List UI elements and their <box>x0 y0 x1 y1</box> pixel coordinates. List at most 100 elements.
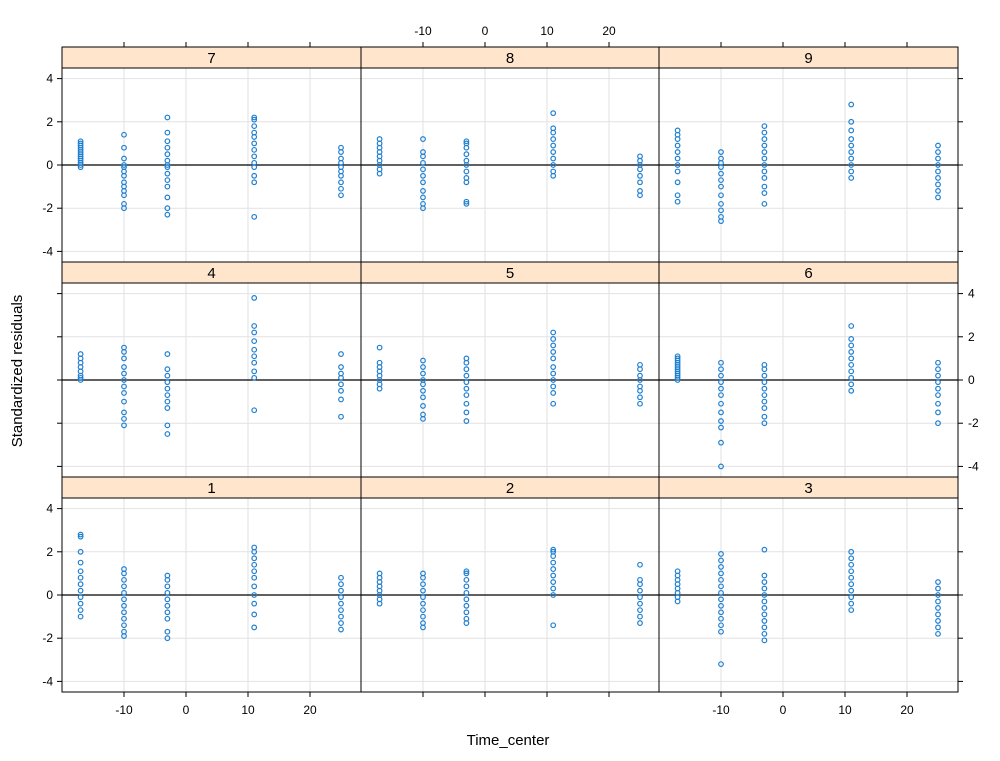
residual-point <box>550 572 557 579</box>
residual-point <box>420 607 426 614</box>
residual-point <box>77 568 84 575</box>
residual-point <box>251 407 258 414</box>
residual-point <box>376 359 383 366</box>
residual-point <box>637 153 643 160</box>
residual-point <box>761 129 768 136</box>
residual-point <box>463 609 470 616</box>
residual-point <box>718 564 724 570</box>
residual-point <box>637 394 643 401</box>
residual-point <box>848 381 855 388</box>
residual-point <box>550 592 557 598</box>
residual-point <box>718 400 724 407</box>
residual-point <box>550 585 557 592</box>
residual-point <box>637 179 643 186</box>
residual-point <box>848 118 855 125</box>
residual-point <box>848 349 855 355</box>
axes-layer: -10 0 10 20-10 0 10 20-10 0 10 20-4-2024-4-2024-4… <box>42 24 979 717</box>
residual-point <box>121 162 127 168</box>
residual-point <box>376 344 383 351</box>
residual-point <box>718 615 724 622</box>
residual-point <box>848 162 855 168</box>
strip-label: 4 <box>207 265 215 282</box>
residual-point <box>761 624 768 631</box>
residual-point <box>761 630 768 637</box>
residual-point <box>420 394 426 401</box>
residual-point <box>935 175 941 181</box>
residual-point <box>164 114 171 121</box>
residual-point <box>164 609 171 616</box>
residual-point <box>251 153 258 160</box>
residual-point <box>674 155 681 162</box>
residual-point <box>251 129 258 136</box>
residual-point <box>420 570 426 577</box>
residual-point <box>718 366 724 373</box>
residual-point <box>761 372 768 379</box>
residual-point <box>338 396 344 403</box>
residual-point <box>935 624 941 631</box>
y-tick-label-left: 4 <box>46 72 53 86</box>
residual-point <box>550 622 557 629</box>
residual-point <box>550 377 557 383</box>
residual-point <box>420 136 426 142</box>
residual-point <box>420 149 426 155</box>
x-tick-label-top: 20 <box>602 24 616 38</box>
y-tick-label-left: 0 <box>46 158 53 172</box>
residual-point <box>376 136 383 142</box>
strip-label: 9 <box>804 50 812 67</box>
residual-point <box>550 370 557 377</box>
residual-point <box>121 628 127 635</box>
residual-point <box>121 422 127 429</box>
residual-point <box>121 377 127 383</box>
residual-point <box>121 398 127 405</box>
residual-point <box>164 372 171 379</box>
residual-point <box>338 613 344 620</box>
residual-point <box>420 581 426 588</box>
residual-point <box>848 142 855 149</box>
residual-point <box>674 142 681 149</box>
residual-point <box>420 594 426 601</box>
y-tick-label-right: 2 <box>968 330 975 344</box>
x-tick-label-bottom: 10 <box>241 703 255 717</box>
residual-point <box>637 587 643 594</box>
residual-point <box>637 172 643 179</box>
residual-point <box>761 398 768 405</box>
residual-point <box>121 602 127 609</box>
residual-point <box>420 403 426 409</box>
residual-point <box>637 383 643 390</box>
residual-point <box>338 144 344 151</box>
x-tick-label-bottom: 0 <box>183 703 190 717</box>
residual-point <box>251 338 258 345</box>
residual-point <box>674 198 681 205</box>
x-tick-label-top: -10 <box>414 24 432 38</box>
residual-point <box>848 136 855 142</box>
residual-point <box>674 168 681 175</box>
residual-point <box>718 583 724 590</box>
residual-point <box>718 661 724 668</box>
residual-point <box>935 392 941 399</box>
residual-point <box>761 413 768 420</box>
residual-point <box>718 183 724 190</box>
residual-point <box>338 413 344 420</box>
residual-point <box>463 568 470 575</box>
residual-point <box>718 155 724 162</box>
residual-point <box>761 136 768 142</box>
residual-point <box>338 607 344 614</box>
residual-point <box>463 200 470 207</box>
residual-point <box>164 379 171 386</box>
residual-point <box>164 431 171 437</box>
residual-point <box>848 149 855 155</box>
residual-point <box>463 355 470 362</box>
y-axis-title: Standardized residuals <box>9 295 26 448</box>
residual-point <box>251 114 258 121</box>
residual-point <box>718 192 724 199</box>
residual-point <box>761 361 768 368</box>
residual-point <box>761 175 768 181</box>
residual-point <box>550 136 557 142</box>
residual-point <box>251 624 258 631</box>
residual-point <box>848 368 855 375</box>
residual-point <box>251 329 258 336</box>
residual-point <box>121 144 127 151</box>
residual-point <box>77 531 84 538</box>
residual-point <box>761 190 768 196</box>
residual-point <box>637 600 643 607</box>
